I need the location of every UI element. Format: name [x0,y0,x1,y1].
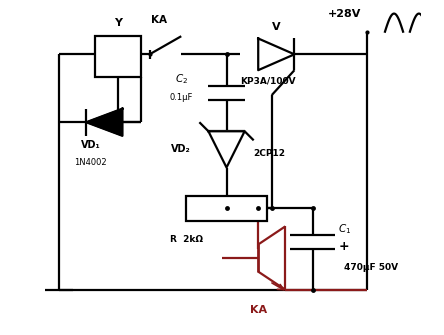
Bar [95,36,140,77]
Text: VD₁: VD₁ [81,140,101,150]
Polygon shape [208,131,245,168]
Text: 1N4002: 1N4002 [75,158,107,168]
Bar [186,196,267,221]
Text: VD₂: VD₂ [171,144,191,154]
Text: R  2kΩ: R 2kΩ [170,236,203,245]
Text: KA: KA [250,305,267,315]
Text: Y: Y [114,18,122,27]
Text: KA: KA [151,15,166,25]
Text: V: V [272,22,281,32]
Text: 2CP12: 2CP12 [254,149,285,158]
Text: 470μF 50V: 470μF 50V [344,263,398,272]
Text: +: + [339,240,349,253]
Polygon shape [86,109,123,136]
Text: $C_2$: $C_2$ [174,72,188,86]
Text: 0.1μF: 0.1μF [170,93,193,102]
Polygon shape [258,39,294,70]
Text: +28V: +28V [328,9,361,18]
Text: $C_1$: $C_1$ [337,222,351,236]
Text: KP3A/100V: KP3A/100V [240,77,296,86]
